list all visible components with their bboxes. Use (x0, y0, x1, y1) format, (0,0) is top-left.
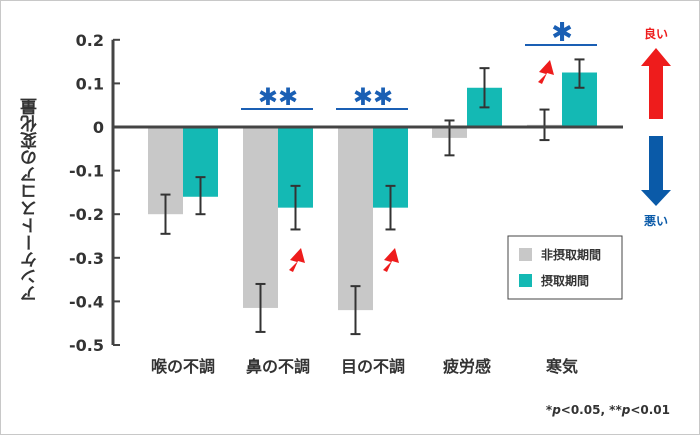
legend-swatch (519, 248, 532, 261)
y-tick-label: 0.2 (76, 31, 104, 50)
significance-mark: ✱✱ (353, 83, 393, 111)
y-tick-label: -0.4 (69, 292, 104, 311)
x-category-label: 疲労感 (443, 357, 491, 376)
x-category-label: 目の不調 (341, 357, 405, 376)
improvement-arrow-icon (289, 248, 305, 272)
bar-non-intake (338, 127, 373, 311)
x-category-label: 喉の不調 (151, 357, 215, 376)
legend-label: 摂取期間 (541, 273, 589, 288)
footnote: *p<0.05, **p<0.01 (545, 403, 670, 417)
down-arrow-icon (641, 136, 671, 206)
y-tick-label: -0.2 (69, 205, 104, 224)
y-tick-label: -0.3 (69, 249, 104, 268)
legend-swatch (519, 274, 532, 287)
improvement-arrow-icon (538, 60, 554, 84)
up-arrow-icon (641, 48, 671, 119)
legend-box (507, 235, 623, 300)
improvement-arrow-icon (383, 248, 399, 272)
bad-label: 悪い (644, 214, 668, 228)
significance-mark: ✱✱ (258, 83, 298, 111)
x-category-label: 鼻の不調 (246, 357, 310, 376)
y-tick-label: 0.1 (76, 74, 104, 93)
good-label: 良い (644, 26, 668, 41)
bar-non-intake (243, 127, 278, 308)
legend-label: 非摂取期間 (541, 247, 601, 262)
y-tick-label: -0.5 (69, 336, 104, 355)
significance-mark: ✱ (551, 18, 573, 48)
y-tick-label: -0.1 (69, 162, 104, 181)
y-tick-label: 0 (93, 118, 104, 137)
x-category-label: 寒気 (545, 357, 578, 376)
